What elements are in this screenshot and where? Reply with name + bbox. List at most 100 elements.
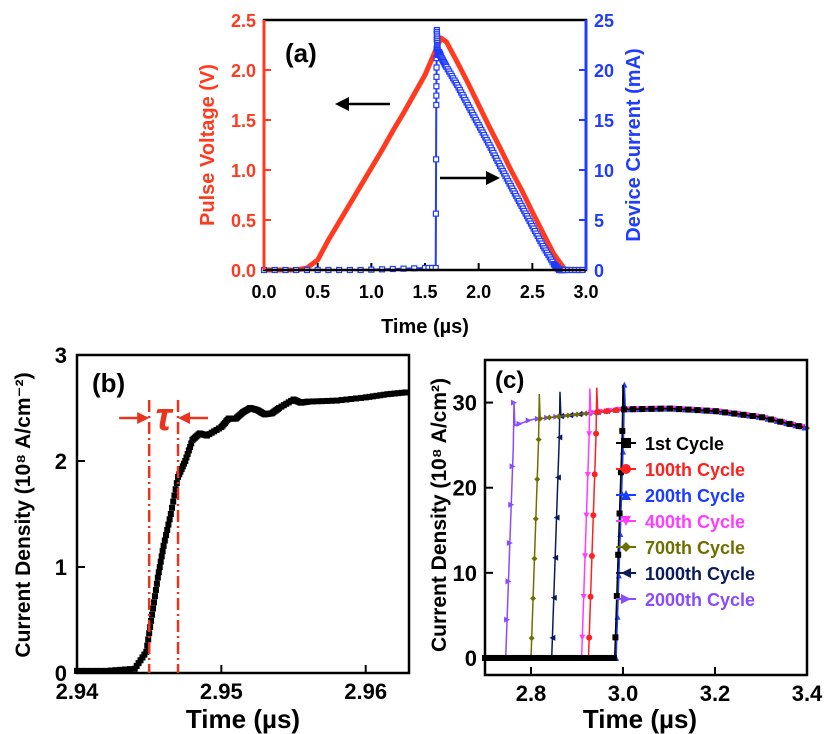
y-tick-label: 1 bbox=[55, 555, 67, 580]
density-marker bbox=[165, 521, 172, 528]
series-marker bbox=[511, 654, 518, 661]
density-marker bbox=[369, 393, 376, 400]
series-marker bbox=[599, 654, 606, 661]
series-marker bbox=[582, 553, 589, 560]
density-marker bbox=[387, 390, 394, 397]
density-marker bbox=[373, 392, 380, 399]
series-marker bbox=[731, 410, 738, 417]
series-marker bbox=[537, 654, 544, 661]
series-marker bbox=[554, 474, 561, 481]
series-marker bbox=[559, 654, 566, 661]
density-marker bbox=[148, 617, 155, 624]
y-tick-label: 10 bbox=[453, 561, 477, 586]
series-marker bbox=[580, 593, 587, 600]
panel-a-ticks: 0.0 0.5 1.0 1.5 2.0 2.5 3.0 0.0 0.5 1.0 1.5 2.0 2.5 0… bbox=[231, 11, 614, 302]
density-marker bbox=[163, 532, 170, 539]
density-marker bbox=[348, 395, 355, 402]
series-marker bbox=[621, 594, 631, 604]
series-marker bbox=[615, 551, 622, 558]
y-left-tick-label: 1.5 bbox=[231, 111, 256, 131]
density-marker bbox=[160, 542, 167, 549]
series-marker bbox=[534, 476, 541, 483]
series-marker bbox=[509, 463, 516, 470]
y-tick-label: 20 bbox=[453, 476, 477, 501]
panel-c-ticks: 2.8 3.0 3.2 3.4 0 10 20 30 bbox=[453, 391, 824, 706]
current-marker bbox=[432, 156, 440, 163]
density-marker bbox=[150, 599, 157, 606]
series-marker bbox=[496, 654, 503, 661]
series-marker bbox=[694, 407, 701, 414]
series-marker bbox=[795, 423, 802, 430]
y-tick-label: 2 bbox=[55, 449, 67, 474]
y-right-tick-label: 5 bbox=[594, 211, 604, 231]
y-tick-label: 3 bbox=[55, 343, 67, 368]
x-tick-label: 1.5 bbox=[412, 282, 437, 302]
series-marker bbox=[530, 595, 537, 602]
density-marker bbox=[182, 458, 189, 464]
density-marker bbox=[150, 605, 157, 612]
series-marker bbox=[603, 408, 610, 415]
density-marker bbox=[153, 580, 160, 587]
series-marker bbox=[613, 593, 620, 600]
density-marker bbox=[353, 395, 360, 402]
x-tick-label: 2.5 bbox=[520, 282, 545, 302]
density-marker bbox=[78, 667, 85, 674]
x-tick-label: 3.2 bbox=[700, 681, 731, 706]
density-marker bbox=[155, 569, 162, 576]
y-tick-label: 30 bbox=[453, 391, 477, 416]
series-marker bbox=[621, 516, 631, 526]
panel-a-left-ylabel: Pulse Voltage (V) bbox=[197, 64, 219, 226]
panel-b-plot-frame bbox=[75, 353, 411, 675]
series-marker bbox=[616, 510, 623, 517]
density-marker bbox=[384, 391, 391, 398]
series-marker bbox=[587, 409, 594, 416]
series-marker bbox=[621, 490, 631, 500]
series-marker bbox=[574, 411, 580, 418]
series-marker bbox=[603, 654, 610, 661]
density-marker bbox=[187, 443, 194, 450]
series-marker bbox=[505, 578, 512, 585]
density-marker bbox=[362, 394, 369, 401]
x-tick-label: 2.0 bbox=[466, 282, 491, 302]
series-marker bbox=[610, 654, 617, 661]
density-marker bbox=[167, 511, 174, 517]
series-marker bbox=[648, 405, 655, 412]
density-marker bbox=[188, 440, 195, 447]
density-marker bbox=[338, 397, 345, 404]
density-marker bbox=[183, 454, 190, 461]
density-marker bbox=[98, 667, 105, 674]
series-marker bbox=[570, 654, 577, 661]
series-marker bbox=[596, 654, 603, 661]
series-marker bbox=[485, 654, 492, 661]
series-marker bbox=[592, 654, 599, 661]
series-marker bbox=[607, 654, 614, 661]
panel-c-ylabel: Current Density (10⁸ A/cm²) bbox=[428, 378, 451, 652]
panel-b-ylabel: Current Density (10⁸ A/cm⁻²) bbox=[12, 372, 35, 657]
density-marker bbox=[117, 666, 124, 673]
y-right-tick-label: 15 bbox=[594, 111, 614, 131]
density-marker bbox=[88, 667, 95, 674]
legend-label: 2000th Cycle bbox=[645, 590, 755, 610]
series-marker bbox=[712, 408, 719, 415]
density-marker bbox=[169, 504, 176, 511]
density-marker bbox=[377, 392, 384, 399]
current-marker bbox=[433, 101, 440, 109]
series-marker bbox=[740, 411, 747, 418]
panel-b: 2.94 2.95 2.96 0 1 2 3 (b) τ Current Density (… bbox=[12, 343, 411, 734]
density-marker bbox=[149, 611, 156, 618]
series-marker bbox=[493, 654, 500, 661]
density-marker bbox=[304, 398, 311, 405]
series-marker bbox=[621, 568, 631, 578]
density-marker bbox=[161, 537, 168, 544]
series-marker bbox=[556, 434, 563, 441]
density-marker bbox=[184, 450, 191, 457]
series-marker bbox=[508, 501, 515, 508]
series-marker bbox=[588, 654, 595, 661]
density-marker bbox=[102, 667, 109, 674]
series-marker bbox=[550, 594, 557, 601]
legend-label: 1st Cycle bbox=[645, 434, 724, 454]
series-marker bbox=[676, 406, 683, 413]
series-marker bbox=[549, 634, 556, 641]
series-marker bbox=[533, 654, 540, 661]
series-marker bbox=[535, 436, 542, 443]
